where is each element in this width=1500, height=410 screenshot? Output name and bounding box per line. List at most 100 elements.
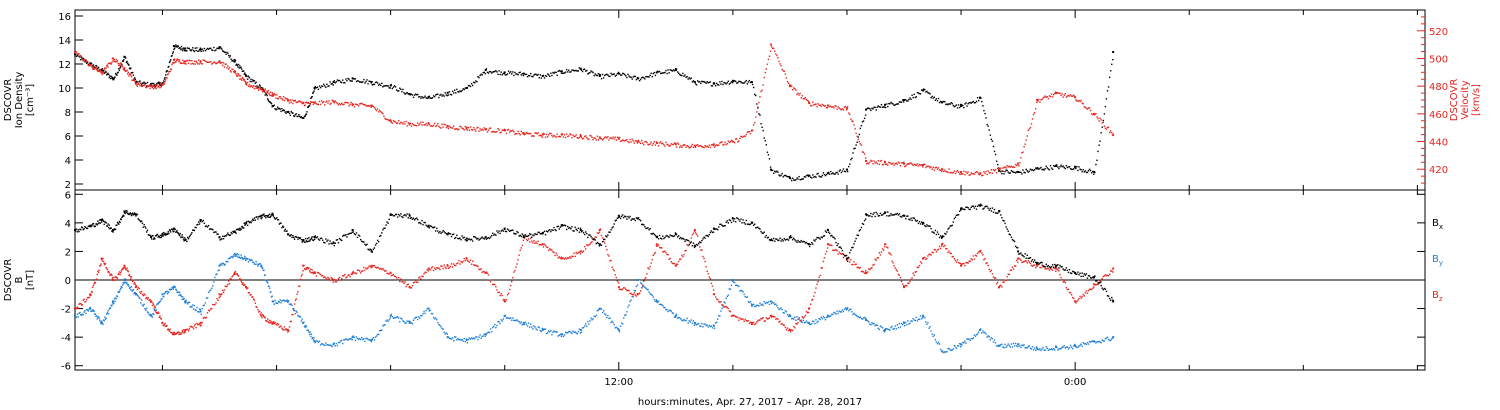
bz-series-dot xyxy=(749,321,752,323)
by-series-point xyxy=(731,279,734,281)
by-series-dot xyxy=(163,295,165,298)
bz-series-dot xyxy=(927,255,929,257)
by-series-dot xyxy=(82,313,85,316)
by-series-dot xyxy=(235,253,237,256)
velocity-series-dot xyxy=(910,162,912,164)
by-series-dot xyxy=(275,302,277,304)
bz-series-dot xyxy=(966,262,968,264)
velocity-series-dot xyxy=(264,88,266,90)
ion-density-series-dot xyxy=(476,81,478,83)
density-axis-title-line: DSCOVR xyxy=(3,79,14,122)
ion-density-series-dot xyxy=(657,71,660,73)
bz-series-dot xyxy=(443,264,445,266)
ion-density-series-point xyxy=(172,45,175,47)
by-series-dot xyxy=(892,328,894,330)
bx-series-dot xyxy=(171,228,173,230)
ion-density-series-dot xyxy=(342,79,344,81)
velocity-series-dot xyxy=(460,126,462,128)
ion-density-series-dot xyxy=(786,175,789,178)
bz-series-dot xyxy=(100,258,103,261)
velocity-series-dot xyxy=(403,121,405,123)
bz-series-point xyxy=(446,264,449,267)
bz-series-dot xyxy=(594,236,596,238)
bz-series-dot xyxy=(621,288,624,290)
ion-density-series-dot xyxy=(713,83,716,85)
velocity-series-dot xyxy=(249,86,251,88)
bx-series-dot xyxy=(183,240,185,242)
by-series-dot xyxy=(259,263,262,265)
velocity-series-dot xyxy=(427,122,430,124)
ion-density-series-dot xyxy=(539,74,541,76)
by-series-dot xyxy=(599,307,602,310)
velocity-series-dot xyxy=(745,133,747,136)
velocity-series-dot xyxy=(825,106,828,109)
velocity-series-dot xyxy=(572,134,574,136)
bz-series-dot xyxy=(983,258,985,261)
by-series-dot xyxy=(608,317,610,320)
bz-series-dot xyxy=(427,270,430,272)
by-series-dot xyxy=(175,288,177,291)
bz-series-dot xyxy=(869,268,871,271)
y-tick-label-right: 460 xyxy=(1429,110,1448,121)
velocity-series-dot xyxy=(439,126,441,129)
ion-density-series-dot xyxy=(732,80,735,83)
velocity-series-dot xyxy=(571,136,573,139)
ion-density-series-dot xyxy=(211,49,213,51)
by-series-dot xyxy=(1023,344,1025,346)
by-series-dot xyxy=(343,339,345,341)
bz-series-dot xyxy=(787,329,790,332)
velocity-series-dot xyxy=(156,83,159,85)
bz-series-dot xyxy=(444,266,446,268)
bz-series-dot xyxy=(541,243,544,245)
by-series-dot xyxy=(502,318,505,320)
velocity-series-dot xyxy=(664,145,666,147)
velocity-series-dot xyxy=(525,131,528,134)
bz-series-dot xyxy=(1003,281,1005,283)
velocity-series-dot xyxy=(1058,92,1060,94)
velocity-series-dot xyxy=(760,90,762,93)
velocity-series-dot xyxy=(798,94,800,96)
bz-series-dot xyxy=(1000,284,1002,286)
ion-density-series-dot xyxy=(356,80,359,82)
ion-density-series-dot xyxy=(855,144,857,146)
ion-density-series-dot xyxy=(932,97,934,99)
by-series-dot xyxy=(132,288,135,291)
ion-density-series-dot xyxy=(1022,169,1024,171)
bz-series-dot xyxy=(662,251,664,253)
by-series-dot xyxy=(913,319,915,321)
bz-series-dot xyxy=(118,272,120,275)
bz-series-dot xyxy=(435,268,437,271)
by-series-dot xyxy=(467,338,470,341)
by-series-dot xyxy=(1067,348,1070,350)
ion-density-series-dot xyxy=(497,73,499,76)
bz-series-dot xyxy=(561,257,564,259)
ion-density-series-dot xyxy=(365,80,367,83)
by-series-dot xyxy=(274,299,276,302)
velocity-series-dot xyxy=(580,136,583,139)
bz-series-dot xyxy=(151,301,153,303)
ion-density-series-dot xyxy=(639,78,642,81)
by-series-dot xyxy=(549,331,551,333)
ion-density-series-dot xyxy=(792,177,794,179)
ion-density-series-dot xyxy=(940,101,943,103)
by-series-dot xyxy=(344,338,346,341)
velocity-series-dot xyxy=(235,74,238,77)
velocity-series-dot xyxy=(325,101,327,103)
bz-series-dot xyxy=(421,275,423,277)
velocity-series-dot xyxy=(639,142,642,145)
bz-series-dot xyxy=(186,328,189,331)
velocity-series-dot xyxy=(672,143,675,146)
bz-series-dot xyxy=(431,266,434,268)
velocity-series-dot xyxy=(178,59,181,61)
bz-series-dot xyxy=(923,257,925,259)
velocity-series-dot xyxy=(841,108,844,110)
bz-series-dot xyxy=(649,265,651,268)
by-series-dot xyxy=(1093,340,1095,342)
velocity-series-dot xyxy=(662,142,664,144)
ion-density-series-dot xyxy=(488,70,491,73)
ion-density-series-dot xyxy=(1088,168,1091,171)
velocity-series-dot xyxy=(776,54,778,57)
ion-density-series-dot xyxy=(873,106,875,109)
bz-series-dot xyxy=(517,259,519,261)
velocity-series-dot xyxy=(983,171,985,173)
